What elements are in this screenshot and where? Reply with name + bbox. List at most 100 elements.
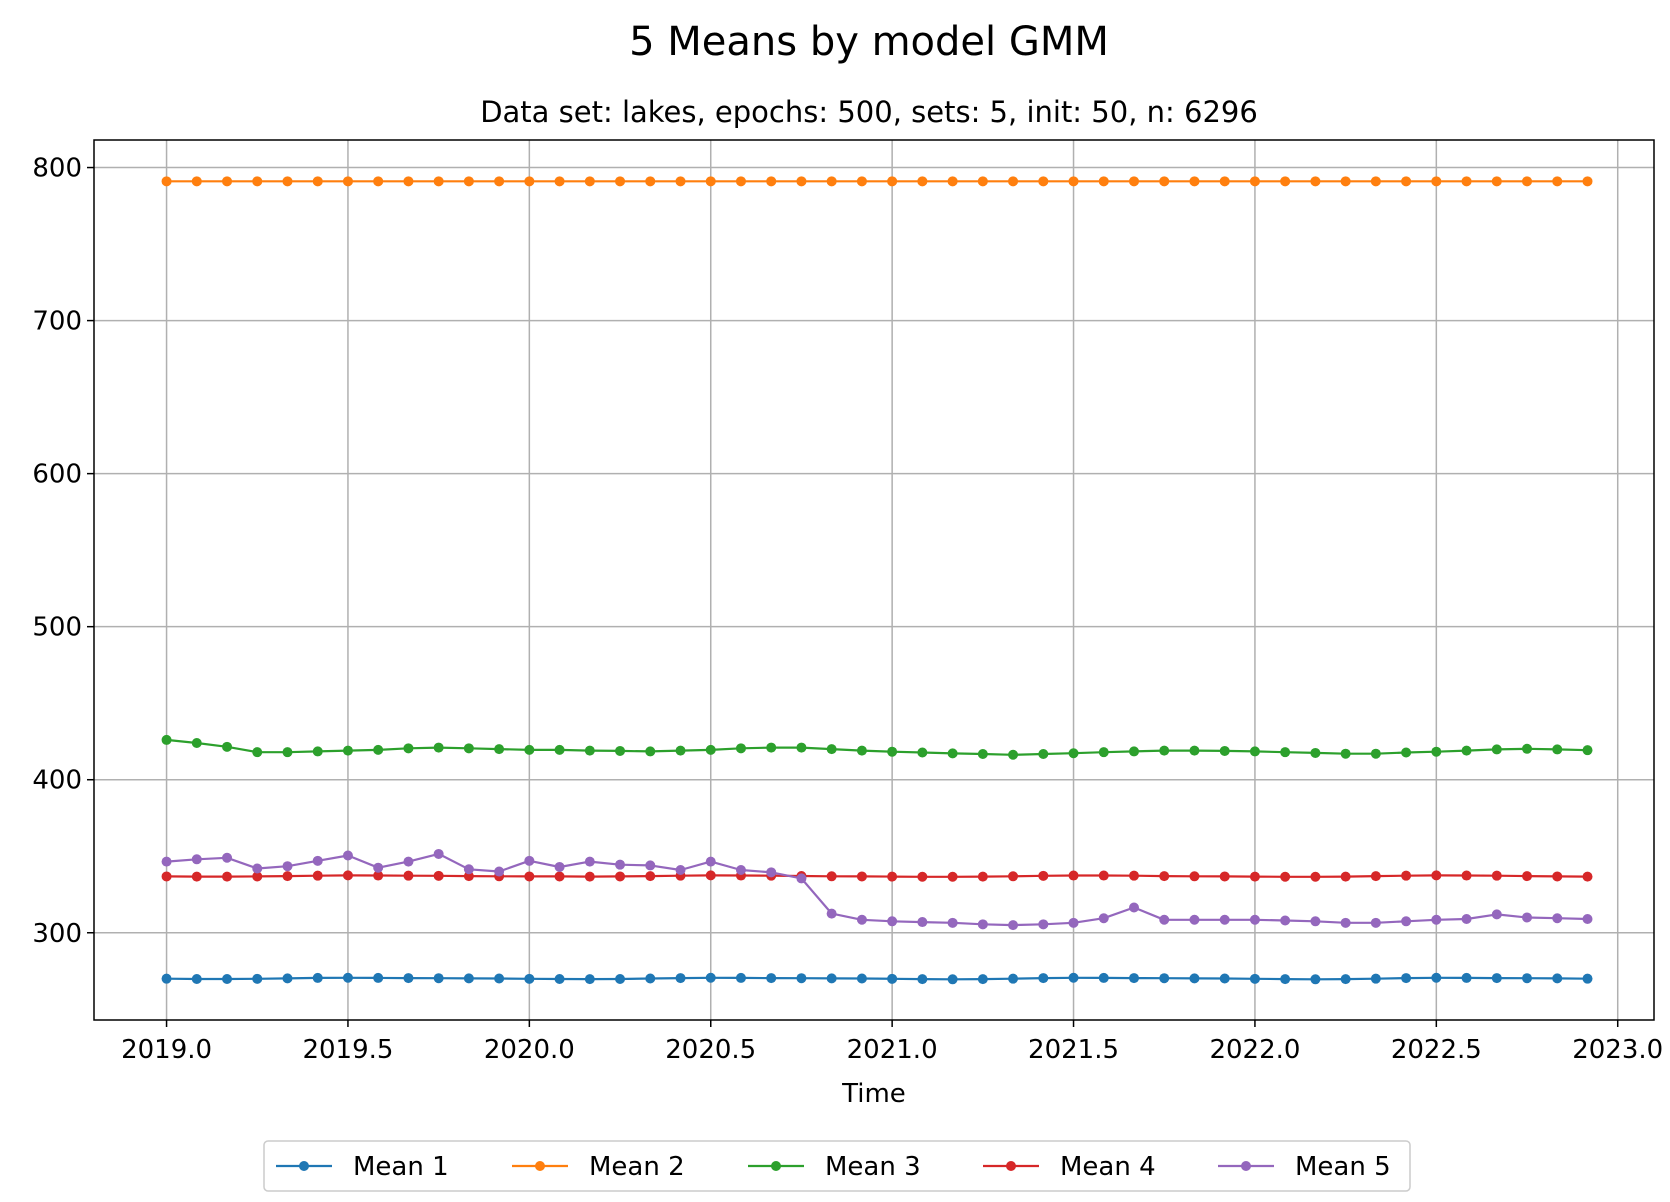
data-point — [947, 176, 958, 187]
data-point — [1008, 871, 1019, 882]
data-point — [312, 176, 323, 187]
data-point — [1340, 176, 1351, 187]
data-point — [161, 973, 172, 984]
data-point — [584, 974, 595, 985]
data-point — [494, 973, 505, 984]
data-point — [403, 856, 414, 867]
data-point — [645, 860, 656, 871]
data-point — [1249, 176, 1260, 187]
data-point — [615, 871, 626, 882]
data-point — [887, 871, 898, 882]
data-point — [1159, 914, 1170, 925]
data-point — [494, 866, 505, 877]
data-point — [1522, 176, 1533, 187]
data-point — [222, 852, 233, 863]
data-point — [766, 742, 777, 753]
legend-label: Mean 1 — [353, 1152, 449, 1182]
data-point — [735, 865, 746, 876]
chart-title: 5 Means by model GMM — [629, 19, 1109, 65]
data-point — [282, 973, 293, 984]
data-point — [1068, 917, 1079, 928]
data-point — [1340, 974, 1351, 985]
data-point — [373, 744, 384, 755]
data-point — [1068, 972, 1079, 983]
data-point — [1159, 745, 1170, 756]
legend-entry: Mean 3 — [748, 1152, 921, 1182]
data-point — [675, 973, 686, 984]
data-point — [705, 744, 716, 755]
data-point — [1491, 909, 1502, 920]
data-point — [1098, 870, 1109, 881]
data-point — [1249, 871, 1260, 882]
data-point — [1401, 870, 1412, 881]
data-point — [1159, 973, 1170, 984]
data-point — [1582, 745, 1593, 756]
series-3 — [161, 734, 1593, 760]
series-line — [166, 874, 1588, 878]
data-point — [1068, 176, 1079, 187]
data-point — [826, 744, 837, 755]
data-point — [947, 974, 958, 985]
data-point — [705, 972, 716, 983]
data-point — [1189, 973, 1200, 984]
data-point — [161, 734, 172, 745]
data-point — [282, 861, 293, 872]
data-point — [856, 871, 867, 882]
data-point — [1431, 746, 1442, 757]
data-point — [1129, 176, 1140, 187]
data-point — [1340, 748, 1351, 759]
data-point — [342, 176, 353, 187]
data-point — [917, 871, 928, 882]
data-point — [252, 747, 263, 758]
data-point — [1189, 871, 1200, 882]
data-point — [312, 855, 323, 866]
data-point — [1008, 176, 1019, 187]
data-point — [1552, 871, 1563, 882]
data-point — [433, 742, 444, 753]
data-point — [312, 972, 323, 983]
legend-marker — [1241, 1161, 1251, 1171]
data-point — [1491, 744, 1502, 755]
legend-entry: Mean 4 — [983, 1152, 1156, 1182]
data-point — [1401, 176, 1412, 187]
plot-area-frame — [93, 139, 1655, 1021]
data-point — [433, 870, 444, 881]
data-point — [403, 870, 414, 881]
data-point — [1129, 902, 1140, 913]
data-point — [342, 870, 353, 881]
data-point — [796, 176, 807, 187]
data-point — [342, 850, 353, 861]
data-point — [1280, 747, 1291, 758]
data-point — [1310, 916, 1321, 927]
data-point — [645, 746, 656, 757]
data-point — [1038, 870, 1049, 881]
data-point — [947, 871, 958, 882]
legend-entry: Mean 5 — [1218, 1152, 1391, 1182]
data-point — [1129, 746, 1140, 757]
data-point — [1159, 176, 1170, 187]
data-point — [1461, 745, 1472, 756]
data-point — [887, 916, 898, 927]
data-point — [887, 973, 898, 984]
data-point — [1491, 870, 1502, 881]
data-point — [1370, 748, 1381, 759]
data-point — [766, 867, 777, 878]
data-point — [645, 871, 656, 882]
data-point — [1280, 871, 1291, 882]
data-point — [1038, 919, 1049, 930]
data-point — [1491, 176, 1502, 187]
data-point — [1098, 913, 1109, 924]
series-line — [166, 852, 1588, 927]
data-point — [947, 917, 958, 928]
data-point — [312, 870, 323, 881]
data-point — [1189, 914, 1200, 925]
series-line — [166, 976, 1588, 981]
data-point — [705, 176, 716, 187]
data-point — [977, 871, 988, 882]
data-point — [1098, 972, 1109, 983]
data-point — [373, 972, 384, 983]
data-point — [1370, 973, 1381, 984]
legend-label: Mean 4 — [1060, 1152, 1156, 1182]
x-axis-label: Time — [841, 1079, 906, 1109]
legend-marker — [771, 1161, 781, 1171]
